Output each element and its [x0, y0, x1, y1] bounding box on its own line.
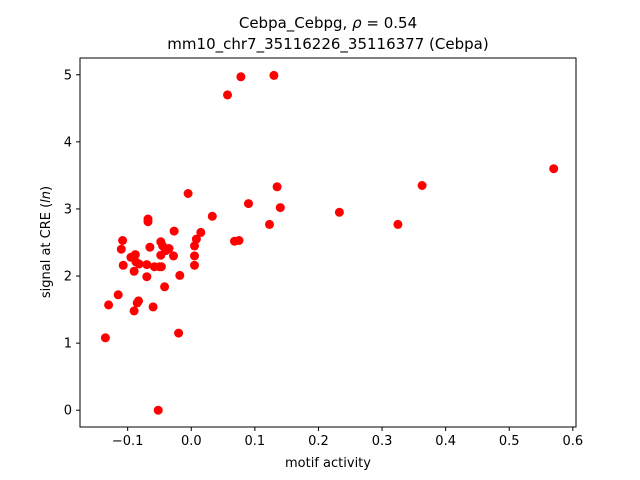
data-point	[156, 262, 166, 272]
data-point	[549, 164, 559, 174]
data-point	[134, 296, 143, 306]
x-tick-label: 0.0	[181, 434, 202, 449]
data-point	[190, 260, 199, 270]
data-point	[142, 260, 152, 270]
data-point	[269, 70, 279, 80]
data-point	[164, 244, 174, 253]
y-label-suffix: )	[39, 186, 54, 191]
x-tick-label: 0.6	[562, 434, 583, 449]
data-point	[116, 244, 126, 254]
data-point	[190, 251, 199, 261]
data-point	[129, 266, 139, 276]
data-point	[142, 272, 152, 282]
data-point	[174, 328, 184, 338]
y-tick-label: 3	[64, 202, 72, 217]
data-point	[153, 405, 163, 415]
data-point	[169, 251, 178, 261]
data-point	[143, 217, 153, 227]
chart-title-line2: mm10_chr7_35116226_35116377 (Cebpa)	[167, 35, 488, 54]
x-tick-label: 0.4	[435, 434, 456, 449]
rho-value: = 0.54	[362, 14, 418, 32]
y-tick-label: 4	[64, 135, 72, 150]
x-tick-label: −0.1	[112, 434, 144, 449]
data-point	[148, 302, 158, 312]
data-point	[129, 306, 139, 316]
y-tick-label: 0	[64, 404, 72, 419]
data-point	[417, 181, 427, 190]
data-point	[334, 207, 344, 217]
data-point	[169, 226, 179, 236]
y-tick-label: 5	[64, 68, 72, 83]
x-tick-label: 0.5	[499, 434, 520, 449]
data-point	[207, 211, 217, 221]
data-point	[118, 260, 128, 270]
data-point	[145, 242, 155, 252]
data-point	[190, 241, 199, 251]
data-point	[104, 300, 114, 310]
data-point	[175, 270, 185, 280]
data-point	[196, 227, 206, 237]
plot-frame	[79, 57, 577, 428]
y-axis-ticks: 0 1 2 3 4 5	[64, 68, 80, 419]
data-point	[191, 234, 201, 244]
data-point	[265, 219, 274, 229]
data-point	[272, 182, 282, 192]
x-tick-label: 0.1	[245, 434, 266, 449]
data-points	[100, 70, 559, 415]
x-axis-label: motif activity	[285, 456, 371, 471]
data-point	[134, 259, 144, 269]
y-axis-label: signal at CRE (ln)	[39, 186, 54, 298]
data-point	[275, 203, 285, 213]
data-point	[393, 219, 403, 229]
data-point	[183, 189, 193, 198]
data-point	[113, 290, 123, 300]
data-point	[160, 282, 170, 292]
y-label-prefix: signal at CRE (	[39, 203, 54, 298]
data-point	[100, 333, 110, 343]
y-tick-label: 2	[64, 270, 72, 285]
data-point	[223, 90, 232, 100]
data-point	[234, 236, 244, 245]
x-tick-label: 0.2	[308, 434, 329, 449]
rho-symbol: ρ	[352, 14, 362, 32]
title-prefix: Cebpa_Cebpg,	[239, 14, 352, 33]
y-tick-label: 1	[64, 337, 72, 352]
data-point	[236, 72, 246, 82]
chart-title-line1: Cebpa_Cebpg, ρ = 0.54	[239, 14, 417, 33]
x-tick-label: 0.3	[372, 434, 393, 449]
data-point	[244, 199, 253, 209]
data-point	[130, 250, 140, 260]
data-point	[118, 236, 128, 245]
y-label-italic: ln	[39, 191, 54, 203]
x-axis-ticks: −0.1 0.0 0.1 0.2 0.3 0.4 0.5 0.6	[112, 427, 583, 449]
